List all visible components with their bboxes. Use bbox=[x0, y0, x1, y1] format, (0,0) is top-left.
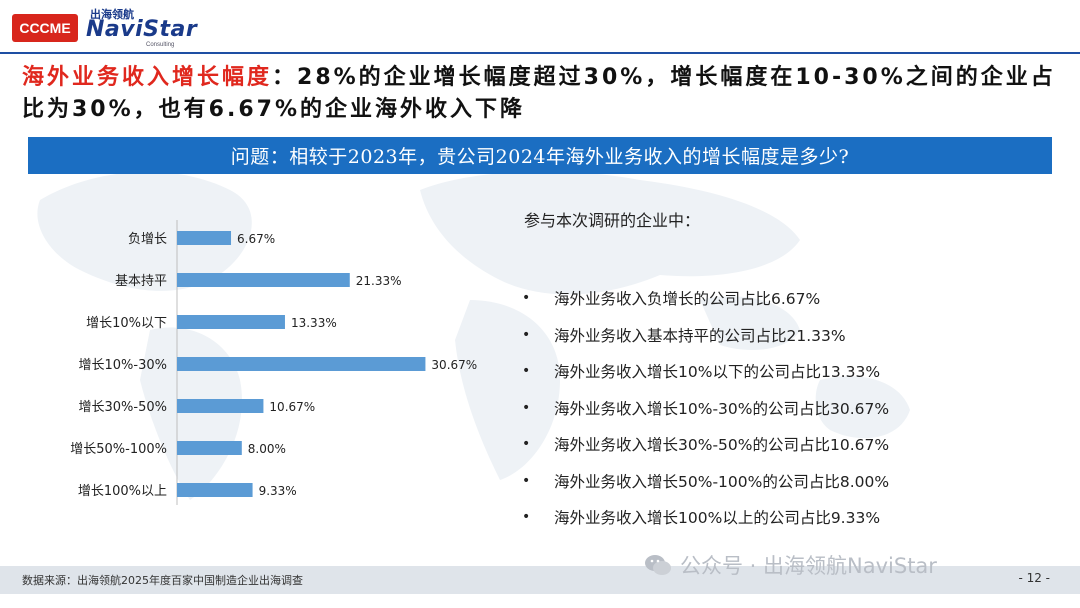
value-label: 21.33% bbox=[356, 274, 402, 288]
bar bbox=[177, 399, 264, 413]
cccme-logo: CCCME bbox=[12, 14, 78, 42]
value-label: 10.67% bbox=[269, 400, 315, 414]
summary-item: • 海外业务收入增长10%-30%的公司占比30.67% bbox=[522, 390, 889, 427]
category-label: 负增长 bbox=[128, 232, 167, 247]
bar bbox=[177, 231, 232, 245]
wechat-icon bbox=[645, 555, 671, 575]
summary-item-text: 海外业务收入增长100%以上的公司占比9.33% bbox=[554, 509, 881, 528]
logo-cn-text: 出海领航 bbox=[90, 8, 134, 21]
bar bbox=[177, 315, 285, 329]
footer-bar bbox=[0, 566, 1080, 594]
category-label: 基本持平 bbox=[115, 274, 167, 289]
bullet-icon: • bbox=[522, 509, 531, 526]
summary-list: • 海外业务收入负增长的公司占比6.67% • 海外业务收入基本持平的公司占比21.3… bbox=[522, 280, 889, 536]
value-label: 9.33% bbox=[259, 484, 297, 498]
summary-item-text: 海外业务收入基本持平的公司占比21.33% bbox=[554, 326, 846, 345]
category-label: 增长50%-100% bbox=[70, 442, 167, 457]
value-label: 6.67% bbox=[237, 232, 275, 246]
wechat-watermark: 公众号 · 出海领航NaviStar bbox=[644, 550, 937, 580]
bullet-icon: • bbox=[522, 472, 531, 489]
question-banner: 问题：相较于2023年，贵公司2024年海外业务收入的增长幅度是多少? bbox=[28, 137, 1052, 174]
headline-text: ：28%的企业增长幅度超过30%，增长幅度在10-30%之间的企业占比为30%，… bbox=[22, 65, 1056, 122]
bullet-icon: • bbox=[522, 290, 531, 307]
header-divider bbox=[0, 52, 1080, 54]
summary-item: • 海外业务收入增长10%以下的公司占比13.33% bbox=[522, 353, 889, 390]
summary-item-text: 海外业务收入增长50%-100%的公司占比8.00% bbox=[554, 472, 890, 491]
value-label: 13.33% bbox=[291, 316, 337, 330]
headline-highlight: 海外业务收入增长幅度 bbox=[22, 65, 273, 90]
svg-text:CCCME: CCCME bbox=[19, 20, 70, 36]
summary-title: 参与本次调研的企业中： bbox=[524, 211, 701, 230]
value-label: 8.00% bbox=[248, 442, 286, 456]
summary-item-text: 海外业务收入增长10%以下的公司占比13.33% bbox=[554, 363, 881, 382]
bar bbox=[177, 483, 253, 497]
bullet-icon: • bbox=[522, 399, 531, 416]
summary-item: • 海外业务收入基本持平的公司占比21.33% bbox=[522, 317, 889, 354]
bullet-icon: • bbox=[522, 326, 531, 343]
logo-sub-text: Consulting bbox=[146, 42, 175, 48]
bullet-icon: • bbox=[522, 436, 531, 453]
summary-item: • 海外业务收入负增长的公司占比6.67% bbox=[522, 280, 889, 317]
category-label: 增长10%-30% bbox=[79, 358, 167, 373]
watermark-text: 公众号 · 出海领航NaviStar bbox=[680, 554, 937, 578]
bar bbox=[177, 441, 242, 455]
question-text: 问题：相较于2023年，贵公司2024年海外业务收入的增长幅度是多少? bbox=[230, 146, 850, 168]
page-number: - 12 - bbox=[1018, 571, 1050, 585]
summary-item: • 海外业务收入增长100%以上的公司占比9.33% bbox=[522, 499, 889, 536]
bar bbox=[177, 357, 426, 371]
data-source: 数据来源：出海领航2025年度百家中国制造企业出海调查 bbox=[22, 574, 303, 587]
bar-chart: 负增长 6.67% 基本持平 21.33% 增长10%以下 13.33% 增长10%-30%… bbox=[70, 220, 477, 505]
bullet-icon: • bbox=[522, 363, 531, 380]
bar bbox=[177, 273, 350, 287]
summary-item: • 海外业务收入增长30%-50%的公司占比10.67% bbox=[522, 426, 889, 463]
navistar-logo: 出海领航 NaviStar Consulting bbox=[86, 6, 197, 48]
summary-item-text: 海外业务收入增长10%-30%的公司占比30.67% bbox=[554, 399, 890, 418]
value-label: 30.67% bbox=[431, 358, 477, 372]
summary-item-text: 海外业务收入增长30%-50%的公司占比10.67% bbox=[554, 436, 890, 455]
category-label: 增长30%-50% bbox=[79, 400, 167, 415]
summary-item-text: 海外业务收入负增长的公司占比6.67% bbox=[554, 290, 821, 309]
headline: 海外业务收入增长幅度：28%的企业增长幅度超过30%，增长幅度在10-30%之间… bbox=[22, 62, 1062, 126]
summary-item: • 海外业务收入增长50%-100%的公司占比8.00% bbox=[522, 463, 889, 500]
category-label: 增长10%以下 bbox=[86, 316, 167, 331]
logo-en-text: NaviStar bbox=[86, 17, 198, 42]
category-label: 增长100%以上 bbox=[78, 484, 167, 499]
